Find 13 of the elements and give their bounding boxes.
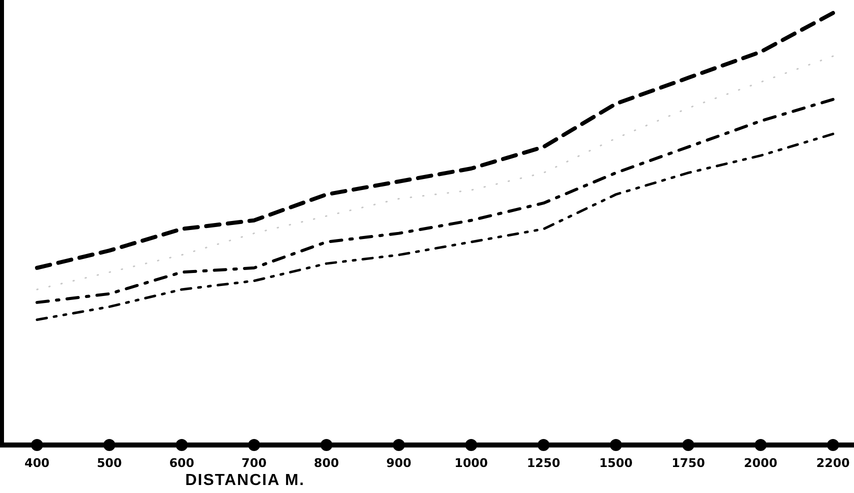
x-tick-label: 2000 <box>744 456 778 470</box>
x-tick-label: 800 <box>314 456 339 470</box>
x-tick-label: 900 <box>386 456 412 470</box>
x-tick-label: 400 <box>24 456 50 470</box>
x-axis-title: DISTANCIA M. <box>185 472 305 489</box>
x-tick-label: 1250 <box>526 456 560 470</box>
x-tick-label: 600 <box>169 456 194 470</box>
x-tick-label: 700 <box>242 456 267 470</box>
x-tick-label: 500 <box>96 456 122 470</box>
x-tick-label: 1500 <box>599 456 633 470</box>
x-tick-label: 1000 <box>454 456 488 470</box>
x-tick-label: 2200 <box>816 456 850 470</box>
x-tick-label: 1750 <box>672 456 705 470</box>
